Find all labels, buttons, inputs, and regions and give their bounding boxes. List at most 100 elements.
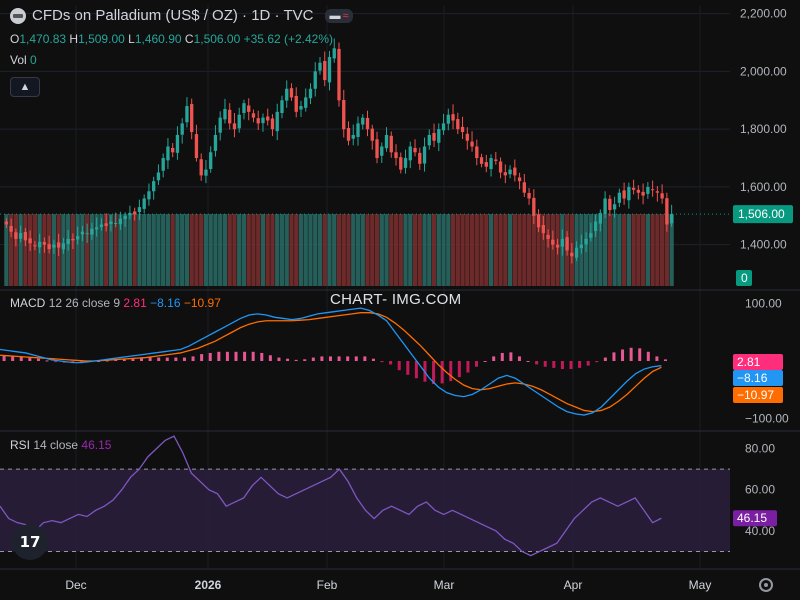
candle-body [242,103,246,114]
volume-bar [94,214,99,286]
volume-bar [417,214,422,286]
macd-histogram-bar [337,356,341,361]
macd-histogram-bar [475,361,479,367]
macd-histogram-bar [569,361,573,370]
macd-histogram-bar [36,358,40,361]
macd-histogram-bar [208,352,212,361]
tradingview-logo-icon[interactable]: 17 [12,524,48,560]
candle-body [584,238,588,245]
volume-bar [659,214,665,286]
macd-histogram-bar [286,358,290,361]
volume-bar [355,214,361,286]
rsi-params: 14 close [33,438,79,452]
candle-body [180,123,184,135]
candle-body [489,158,493,170]
candle-body [655,191,660,193]
candle-body [42,242,47,245]
macd-histogram-bar [371,358,375,361]
volume-bar [275,214,280,286]
candle-body [475,146,479,159]
candle-body [408,146,412,161]
volume-bar [241,214,247,286]
volume-bar [465,214,470,286]
volume-bar [137,214,142,286]
macd-histogram-bar [380,361,384,363]
rsi-legend[interactable]: RSI 14 close 46.15 [10,438,111,452]
close-label: C [184,32,194,46]
candle-body [80,231,85,235]
candle-body [627,186,631,201]
candle-body [285,88,289,101]
macd-histogram-bar [217,351,221,361]
candle-body [47,244,51,250]
candle-body [313,71,317,89]
candle-body [218,117,222,133]
volume-bar [598,214,603,286]
volume-bar [180,214,185,286]
candle-body [109,221,113,224]
macd-histogram-bar [105,360,109,362]
volume-bar [617,214,622,286]
macd-histogram-bar [114,359,118,361]
candle-body [247,105,251,112]
volume-bar [655,214,660,286]
macd-histogram-bar [595,361,599,363]
macd-histogram-bar [2,355,6,361]
macd-histogram-bar [346,356,350,361]
volume-bar [498,214,503,286]
candle-body [327,56,332,83]
candle-body [171,147,175,153]
macd-histogram-bar [586,361,590,366]
time-axis[interactable]: Dec 2026 Feb Mar Apr May [65,578,711,592]
candle-body [598,212,603,224]
macd-histogram-bar [363,356,367,361]
candle-body [223,108,227,120]
macd-histogram-bar [97,361,101,362]
collapse-legend-button[interactable]: ▲ [10,77,40,97]
volume-bar [13,214,19,286]
candle-body [304,97,308,108]
macd-legend[interactable]: MACD 12 26 close 9 2.81 −8.16 −10.97 [10,296,221,310]
high-label: H [69,32,79,46]
volume-bar [170,214,175,286]
volume-bar [351,214,356,286]
volume-bar [308,214,313,286]
macd-histogram-bar [354,356,358,361]
volume-bar [132,214,137,286]
volume-bar [621,214,627,286]
candle-body [342,100,346,130]
volume-bar [151,214,156,286]
price-axis[interactable]: 2,200.00 2,000.00 1,800.00 1,600.00 1,400.00… [733,7,793,538]
symbol-legend[interactable]: CFDs on Palladium (US$ / OZ) · 1D · TVC … [10,7,353,24]
macd-histogram-bar [389,361,393,365]
candle-body [389,135,393,153]
candle-body [156,172,161,181]
macd-histogram-bar [543,361,547,367]
macd-label: MACD [10,296,46,310]
macd-histogram-bar [251,351,255,361]
volume-bar [161,214,166,286]
market-status-pill[interactable]: ▬ ≈ [325,8,353,23]
macd-histogram-bar [552,361,556,368]
volume-bar [398,214,403,286]
candle-body [9,225,13,232]
volume-bar [99,214,104,286]
candle-body [646,186,650,194]
candle-body [190,104,194,133]
volume-bar [113,214,118,286]
macd-histogram-bar [303,359,307,361]
gear-icon[interactable] [759,578,773,592]
macd-badge-label: −8.16 [737,371,768,385]
volume-legend: Vol 0 [10,53,37,67]
rsi-value: 46.15 [81,438,112,452]
volume-bar [450,214,456,286]
candle-body [498,161,503,173]
candle-body [565,237,569,251]
volume-bar [469,214,475,286]
macd-histogram-bar [638,348,642,361]
pane-dividers[interactable] [0,289,800,570]
candle-body [479,157,484,164]
macd-histogram-bar [11,355,15,361]
volume-bar [227,214,232,286]
low-label: L [128,32,135,46]
